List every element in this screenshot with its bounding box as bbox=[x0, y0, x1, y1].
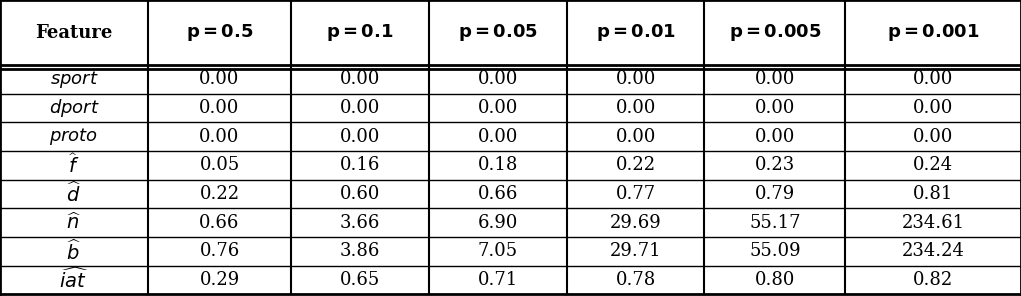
Text: Feature: Feature bbox=[36, 23, 112, 41]
Text: 0.00: 0.00 bbox=[199, 128, 240, 146]
Text: $\mathbf{p = 0.1}$: $\mathbf{p = 0.1}$ bbox=[326, 22, 394, 43]
Text: 0.60: 0.60 bbox=[340, 185, 380, 203]
Text: $\mathbf{p = 0.01}$: $\mathbf{p = 0.01}$ bbox=[595, 22, 676, 43]
Text: 0.65: 0.65 bbox=[340, 271, 380, 289]
Text: 0.00: 0.00 bbox=[340, 99, 380, 117]
Text: 0.05: 0.05 bbox=[199, 156, 240, 174]
Text: $\mathbf{p = 0.05}$: $\mathbf{p = 0.05}$ bbox=[457, 22, 538, 43]
Text: 0.81: 0.81 bbox=[913, 185, 954, 203]
Text: $\mathit{sport}$: $\mathit{sport}$ bbox=[50, 69, 98, 90]
Text: 55.17: 55.17 bbox=[749, 214, 800, 232]
Text: $\widehat{\mathit{iat}}$: $\widehat{\mathit{iat}}$ bbox=[59, 268, 89, 292]
Text: 3.66: 3.66 bbox=[340, 214, 380, 232]
Text: 0.00: 0.00 bbox=[199, 99, 240, 117]
Text: 0.00: 0.00 bbox=[478, 128, 518, 146]
Text: 0.18: 0.18 bbox=[478, 156, 518, 174]
Text: 29.71: 29.71 bbox=[610, 242, 662, 260]
Text: 0.23: 0.23 bbox=[755, 156, 795, 174]
Text: 6.90: 6.90 bbox=[478, 214, 518, 232]
Text: 0.00: 0.00 bbox=[755, 99, 795, 117]
Text: 0.00: 0.00 bbox=[755, 128, 795, 146]
Text: $\mathit{dport}$: $\mathit{dport}$ bbox=[49, 97, 99, 119]
Text: 0.00: 0.00 bbox=[913, 99, 954, 117]
Text: 0.16: 0.16 bbox=[340, 156, 380, 174]
Text: $\widehat{\mathit{n}}$: $\widehat{\mathit{n}}$ bbox=[66, 213, 82, 233]
Text: $\widehat{\mathit{b}}$: $\widehat{\mathit{b}}$ bbox=[66, 239, 82, 263]
Text: $\mathit{proto}$: $\mathit{proto}$ bbox=[49, 126, 99, 147]
Text: 0.00: 0.00 bbox=[478, 70, 518, 88]
Text: 234.61: 234.61 bbox=[902, 214, 965, 232]
Text: 7.05: 7.05 bbox=[478, 242, 518, 260]
Text: 0.00: 0.00 bbox=[199, 70, 240, 88]
Text: 0.77: 0.77 bbox=[616, 185, 655, 203]
Text: 0.79: 0.79 bbox=[755, 185, 795, 203]
Text: 0.22: 0.22 bbox=[616, 156, 655, 174]
Text: 0.66: 0.66 bbox=[478, 185, 518, 203]
Text: 234.24: 234.24 bbox=[902, 242, 965, 260]
Text: 0.71: 0.71 bbox=[478, 271, 518, 289]
Text: $\mathbf{p = 0.5}$: $\mathbf{p = 0.5}$ bbox=[186, 22, 253, 43]
Text: 55.09: 55.09 bbox=[749, 242, 800, 260]
Text: 0.76: 0.76 bbox=[199, 242, 240, 260]
Text: 0.29: 0.29 bbox=[199, 271, 240, 289]
Text: 0.22: 0.22 bbox=[199, 185, 240, 203]
Text: $\mathbf{p = 0.005}$: $\mathbf{p = 0.005}$ bbox=[729, 22, 821, 43]
Text: 0.00: 0.00 bbox=[913, 70, 954, 88]
Text: 0.66: 0.66 bbox=[199, 214, 240, 232]
Text: 0.24: 0.24 bbox=[913, 156, 954, 174]
Text: 0.80: 0.80 bbox=[755, 271, 795, 289]
Text: 0.00: 0.00 bbox=[478, 99, 518, 117]
Text: 0.00: 0.00 bbox=[616, 70, 655, 88]
Text: 3.86: 3.86 bbox=[340, 242, 380, 260]
Text: 0.78: 0.78 bbox=[616, 271, 655, 289]
Text: $\widehat{\mathit{f}}$: $\widehat{\mathit{f}}$ bbox=[68, 153, 80, 177]
Text: 0.82: 0.82 bbox=[913, 271, 954, 289]
Text: $\widehat{\mathit{d}}$: $\widehat{\mathit{d}}$ bbox=[66, 182, 82, 206]
Text: 0.00: 0.00 bbox=[913, 128, 954, 146]
Text: 29.69: 29.69 bbox=[610, 214, 662, 232]
Text: 0.00: 0.00 bbox=[616, 99, 655, 117]
Text: 0.00: 0.00 bbox=[616, 128, 655, 146]
Text: 0.00: 0.00 bbox=[340, 70, 380, 88]
Text: 0.00: 0.00 bbox=[340, 128, 380, 146]
Text: $\mathbf{p = 0.001}$: $\mathbf{p = 0.001}$ bbox=[887, 22, 979, 43]
Text: 0.00: 0.00 bbox=[755, 70, 795, 88]
